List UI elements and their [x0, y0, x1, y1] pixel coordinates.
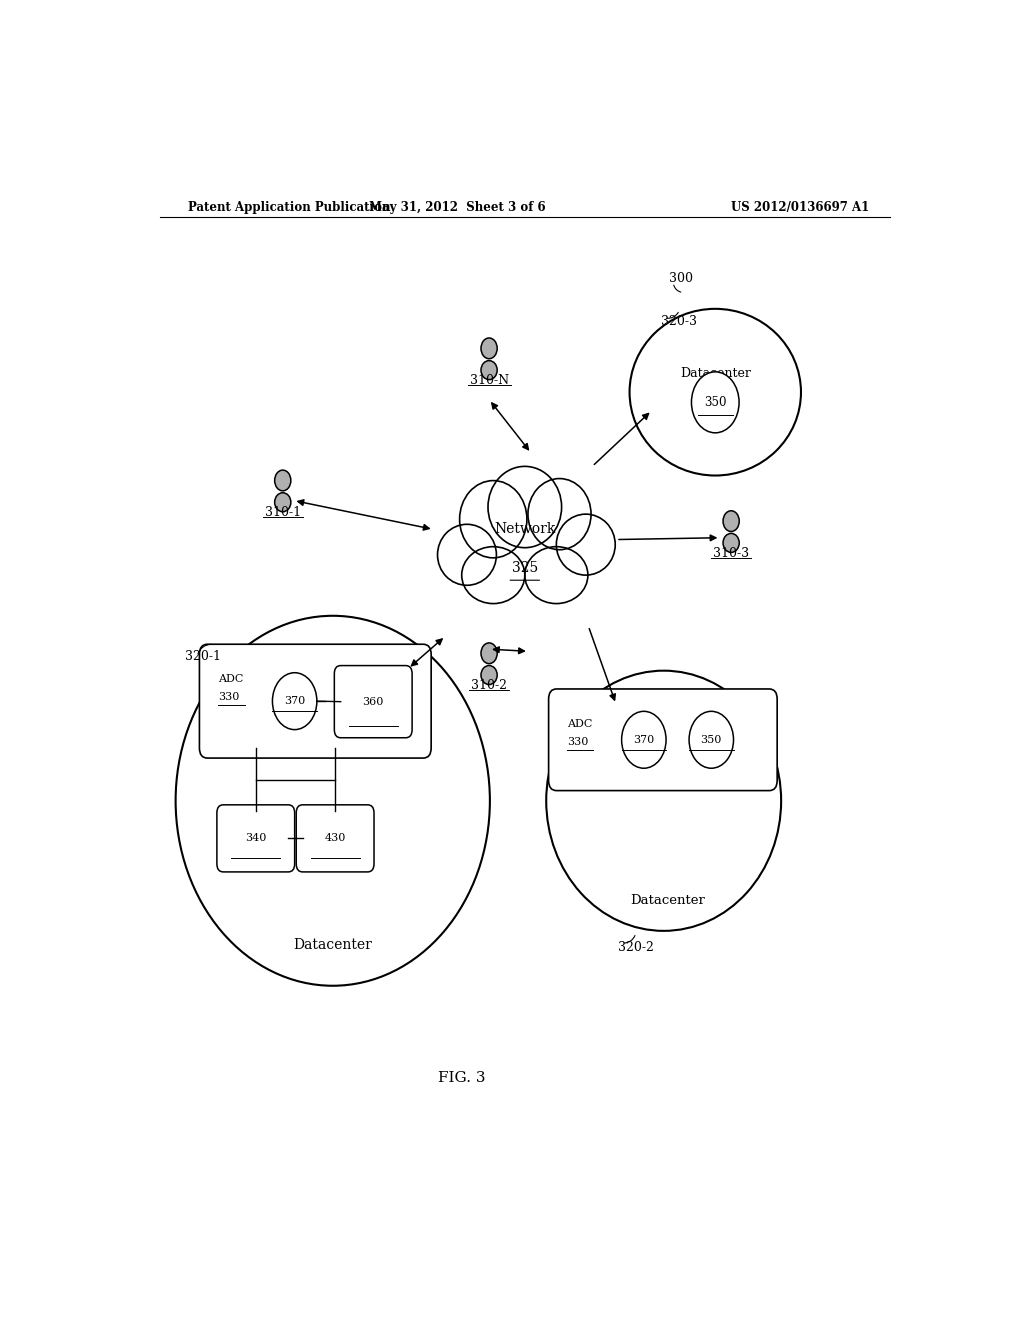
Circle shape: [723, 511, 739, 532]
Ellipse shape: [176, 616, 489, 986]
Text: 430: 430: [325, 833, 346, 843]
Text: 310-1: 310-1: [264, 506, 301, 519]
Text: ADC: ADC: [567, 718, 592, 729]
Text: 320-3: 320-3: [662, 314, 697, 327]
Circle shape: [272, 673, 316, 730]
Ellipse shape: [528, 479, 591, 549]
Text: Datacenter: Datacenter: [293, 939, 372, 952]
Ellipse shape: [481, 360, 498, 380]
Text: Datacenter: Datacenter: [630, 894, 706, 907]
Text: Datacenter: Datacenter: [680, 367, 751, 380]
Ellipse shape: [481, 665, 498, 685]
Text: US 2012/0136697 A1: US 2012/0136697 A1: [731, 201, 869, 214]
Circle shape: [481, 643, 498, 664]
Circle shape: [689, 711, 733, 768]
FancyBboxPatch shape: [549, 689, 777, 791]
FancyBboxPatch shape: [334, 665, 412, 738]
Circle shape: [691, 372, 739, 433]
Ellipse shape: [472, 504, 578, 595]
Ellipse shape: [437, 524, 497, 585]
Ellipse shape: [274, 492, 291, 512]
Circle shape: [481, 338, 498, 359]
Text: May 31, 2012  Sheet 3 of 6: May 31, 2012 Sheet 3 of 6: [369, 201, 546, 214]
Ellipse shape: [460, 480, 527, 558]
Circle shape: [622, 711, 666, 768]
Text: FIG. 3: FIG. 3: [437, 1072, 485, 1085]
Ellipse shape: [524, 546, 588, 603]
Ellipse shape: [723, 533, 739, 552]
Text: Network: Network: [495, 523, 555, 536]
Text: 350: 350: [705, 396, 726, 409]
Text: 310-2: 310-2: [471, 678, 507, 692]
Text: 330: 330: [218, 692, 240, 702]
Text: 350: 350: [700, 735, 722, 744]
Ellipse shape: [556, 515, 615, 576]
Text: ADC: ADC: [218, 673, 244, 684]
Ellipse shape: [630, 309, 801, 475]
Text: 370: 370: [284, 696, 305, 706]
Text: 330: 330: [567, 737, 588, 747]
Text: 325: 325: [512, 561, 538, 576]
FancyBboxPatch shape: [200, 644, 431, 758]
Text: 320-2: 320-2: [618, 941, 654, 953]
Text: Patent Application Publication: Patent Application Publication: [187, 201, 390, 214]
Text: 310-3: 310-3: [713, 546, 750, 560]
Ellipse shape: [462, 546, 525, 603]
Ellipse shape: [488, 466, 561, 548]
Text: 300: 300: [670, 272, 693, 285]
Text: 340: 340: [245, 833, 266, 843]
Text: 310-N: 310-N: [470, 374, 509, 387]
FancyBboxPatch shape: [217, 805, 295, 873]
Text: 370: 370: [633, 735, 654, 744]
Text: 320-1: 320-1: [185, 649, 221, 663]
Ellipse shape: [546, 671, 781, 931]
Circle shape: [274, 470, 291, 491]
Text: 360: 360: [362, 697, 384, 706]
FancyBboxPatch shape: [296, 805, 374, 873]
